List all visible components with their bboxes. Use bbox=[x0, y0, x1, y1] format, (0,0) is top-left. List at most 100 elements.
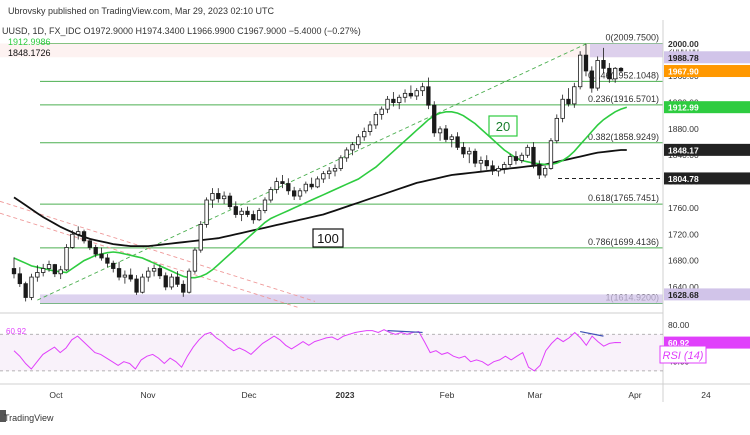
candle-body-96 bbox=[572, 86, 577, 105]
candle-body-76 bbox=[455, 136, 460, 148]
rsi-title: RSI (14) bbox=[663, 350, 704, 362]
candle-2 bbox=[23, 281, 28, 302]
fib-label-2: 0.236(1916.5701) bbox=[588, 94, 659, 104]
price-tags: 2000.001988.781967.901912.991848.171804.… bbox=[664, 37, 750, 301]
candle-5 bbox=[41, 263, 46, 277]
time-tick-7: 24 bbox=[701, 390, 711, 400]
candle-38 bbox=[233, 201, 238, 218]
candle-body-85 bbox=[507, 156, 513, 165]
candle-body-9 bbox=[64, 247, 69, 271]
candle-body-63 bbox=[379, 108, 384, 115]
candle-49 bbox=[297, 188, 303, 201]
candle-40 bbox=[245, 206, 250, 218]
candle-58 bbox=[350, 142, 355, 156]
candle-body-88 bbox=[525, 146, 530, 156]
fib-label-4: 0.618(1765.7451) bbox=[588, 193, 659, 203]
ma100-label-box: 100 bbox=[312, 228, 344, 248]
candle-70 bbox=[420, 82, 425, 96]
candle-57 bbox=[344, 147, 349, 162]
divergence-line-2 bbox=[580, 330, 604, 337]
candle-90 bbox=[537, 160, 542, 179]
candle-body-91 bbox=[542, 168, 548, 176]
candle-body-73 bbox=[437, 128, 443, 134]
candle-103 bbox=[613, 67, 618, 83]
candle-53 bbox=[321, 171, 326, 183]
tradingview-logo: TradingView bbox=[0, 410, 54, 423]
candle-76 bbox=[455, 132, 460, 150]
candle-20 bbox=[128, 268, 133, 282]
candle-body-21 bbox=[134, 278, 139, 293]
candle-100 bbox=[595, 56, 600, 91]
candle-81 bbox=[484, 155, 489, 170]
candle-body-33 bbox=[204, 199, 209, 225]
time-tick-3: 2023 bbox=[336, 390, 355, 400]
time-tick-1: Nov bbox=[140, 390, 156, 400]
candle-75 bbox=[449, 134, 454, 148]
price-tag-6: 1628.68 bbox=[664, 288, 750, 301]
candle-body-70 bbox=[420, 86, 425, 92]
candle-16 bbox=[105, 254, 110, 268]
candle-body-39 bbox=[239, 210, 244, 215]
candle-23 bbox=[146, 267, 151, 282]
candle-80 bbox=[478, 156, 484, 172]
candle-body-46 bbox=[280, 181, 285, 184]
candle-body-60 bbox=[362, 131, 367, 138]
candle-body-43 bbox=[262, 199, 268, 211]
candle-body-8 bbox=[58, 269, 63, 275]
candle-body-58 bbox=[350, 144, 355, 151]
ma100-line bbox=[13, 149, 627, 248]
candle-body-22 bbox=[140, 276, 145, 293]
candle-72 bbox=[432, 101, 437, 137]
price-tick-3: 1880.00 bbox=[668, 124, 699, 134]
price-tag-4: 1848.17 bbox=[664, 143, 750, 156]
candle-body-34 bbox=[210, 193, 215, 201]
candle-body-52 bbox=[315, 178, 320, 188]
price-tag-2: 1967.90 bbox=[664, 65, 750, 78]
candle-61 bbox=[367, 121, 373, 136]
candle-104 bbox=[618, 67, 624, 73]
candle-body-103 bbox=[613, 67, 618, 80]
candle-body-17 bbox=[111, 262, 116, 269]
ohlc-line: UUSD, 1D, FX_IDC O1972.9000 H1974.3400 L… bbox=[2, 26, 361, 36]
candle-body-59 bbox=[356, 136, 361, 146]
candle-33 bbox=[204, 197, 209, 228]
candle-body-40 bbox=[245, 210, 250, 215]
candle-46 bbox=[280, 175, 285, 189]
candle-body-75 bbox=[449, 136, 454, 140]
price-tag-bg-6 bbox=[664, 288, 750, 301]
candle-body-55 bbox=[332, 168, 338, 172]
candle-body-82 bbox=[490, 165, 495, 172]
candle-0 bbox=[11, 257, 17, 279]
candle-37 bbox=[227, 192, 233, 210]
candle-95 bbox=[566, 88, 571, 107]
candle-body-45 bbox=[274, 181, 279, 190]
candle-25 bbox=[157, 264, 163, 280]
candle-body-56 bbox=[338, 157, 343, 169]
ma20-label-box: 20 bbox=[488, 115, 518, 137]
candle-body-48 bbox=[292, 190, 297, 197]
candle-48 bbox=[292, 186, 297, 201]
candle-32 bbox=[198, 221, 203, 253]
candle-85 bbox=[507, 153, 513, 168]
candle-body-92 bbox=[548, 140, 554, 169]
candle-body-98 bbox=[583, 54, 589, 72]
candle-88 bbox=[525, 144, 530, 158]
candle-35 bbox=[216, 188, 221, 203]
candle-26 bbox=[163, 272, 168, 291]
candle-9 bbox=[64, 244, 69, 272]
candle-68 bbox=[408, 85, 414, 99]
candle-body-57 bbox=[344, 149, 349, 159]
candle-24 bbox=[151, 264, 157, 277]
candle-body-15 bbox=[99, 253, 104, 259]
candle-7 bbox=[52, 263, 58, 278]
top-band bbox=[0, 43, 663, 58]
candle-body-23 bbox=[146, 270, 151, 278]
candle-body-104 bbox=[618, 67, 624, 72]
svg-text:TradingView: TradingView bbox=[4, 413, 54, 423]
candle-body-95 bbox=[566, 98, 571, 105]
candle-51 bbox=[309, 177, 314, 190]
candle-13 bbox=[87, 238, 93, 251]
candle-55 bbox=[332, 164, 338, 177]
candle-91 bbox=[542, 165, 548, 178]
time-tick-0: Oct bbox=[49, 390, 63, 400]
